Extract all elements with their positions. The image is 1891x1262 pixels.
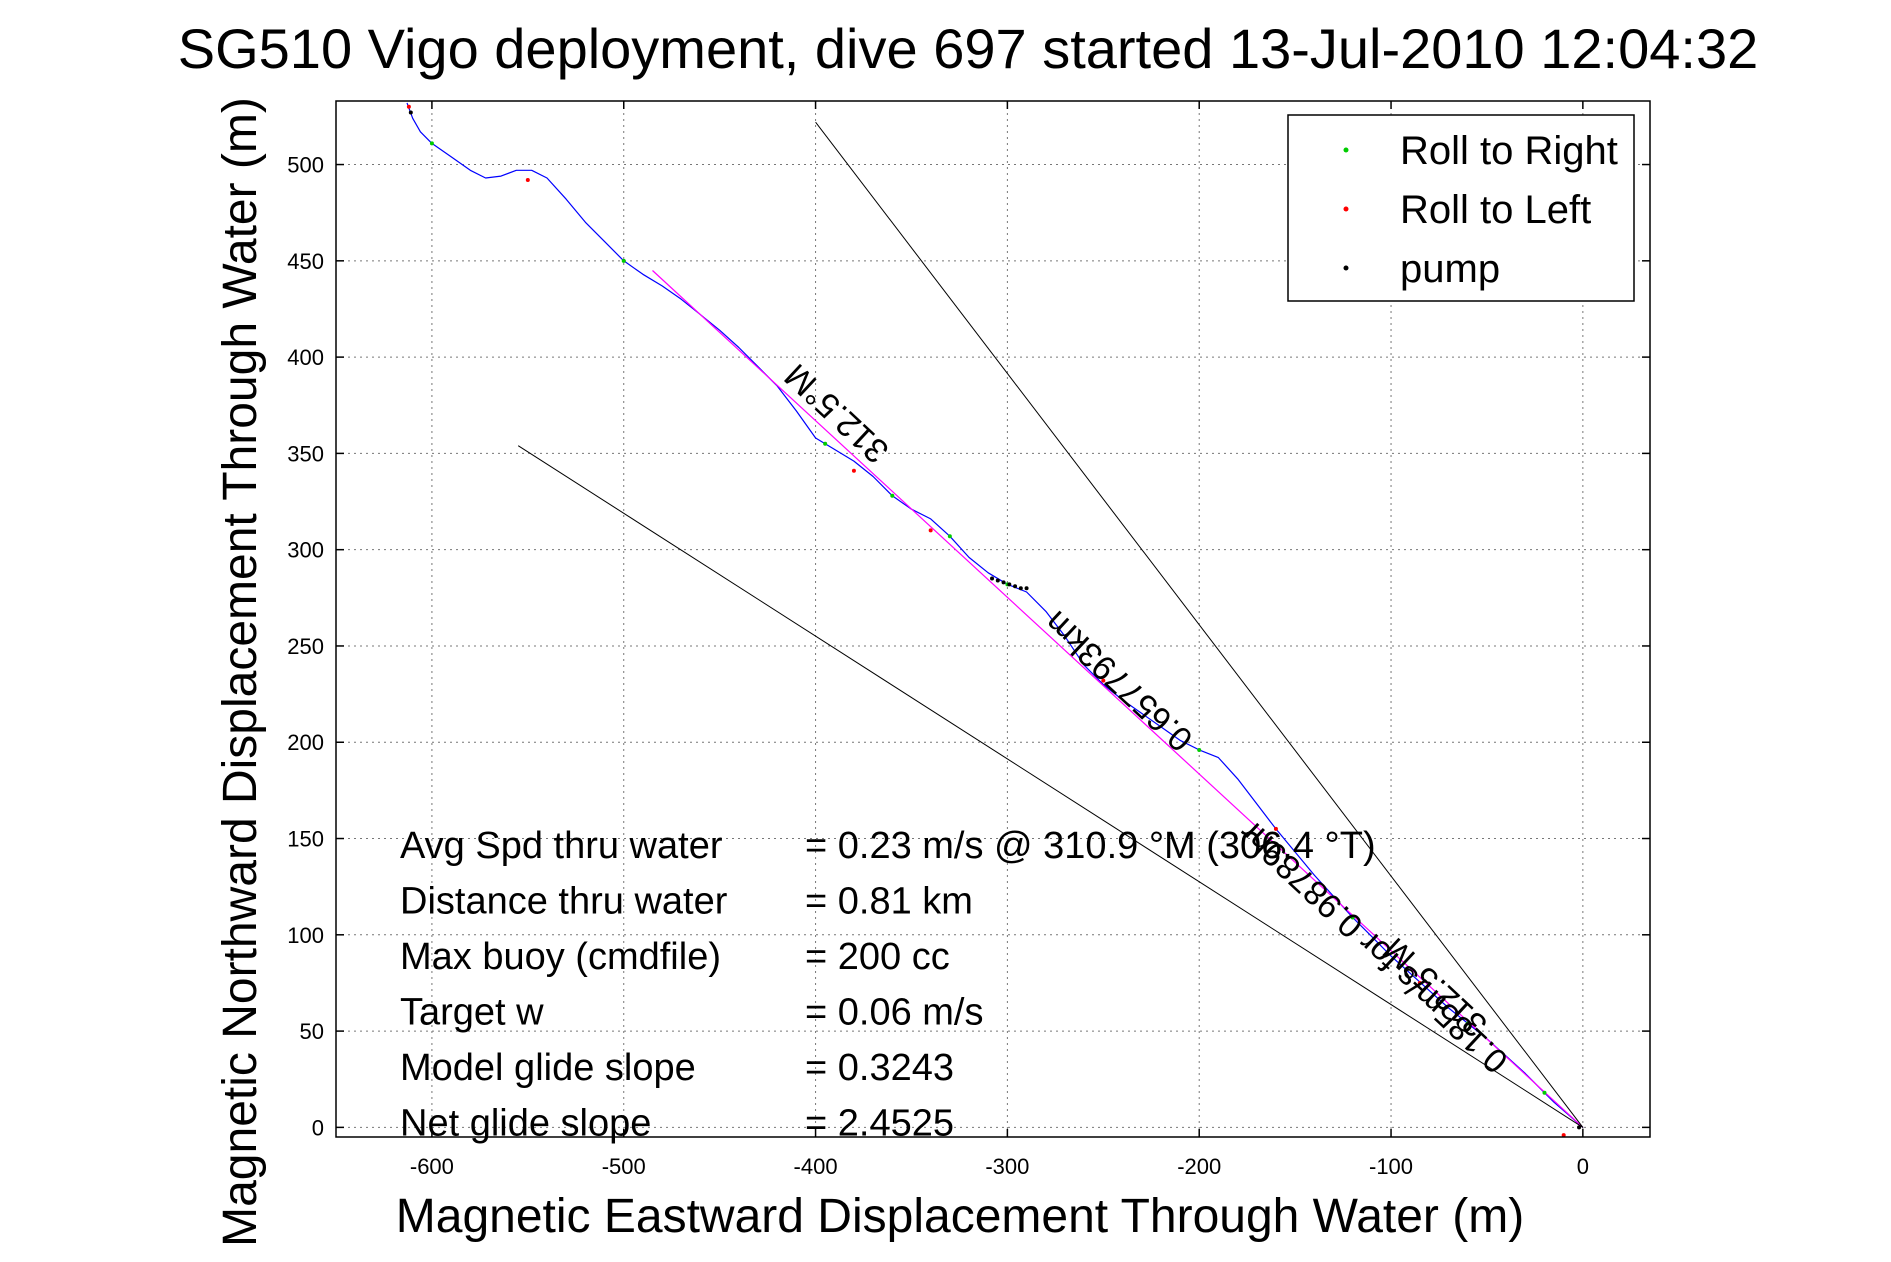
dive-statistics: Avg Spd thru water = 0.23 m/s @ 310.9 °M … — [400, 825, 1376, 1145]
axes-frame — [335, 100, 1651, 1138]
stat-value: = 0.06 m/s — [805, 992, 983, 1034]
stat-value: = 200 cc — [805, 936, 950, 978]
x-tick-label: -300 — [985, 1154, 1029, 1179]
y-tick-label: 150 — [287, 827, 324, 852]
x-tick-label: -200 — [1177, 1154, 1221, 1179]
roll-left-point — [1101, 678, 1106, 683]
roll-right-point — [621, 258, 626, 263]
roll-right-point — [890, 493, 895, 498]
y-tick-label: 50 — [300, 1019, 324, 1044]
roll-left-point — [406, 104, 411, 109]
x-tick-label: -100 — [1369, 1154, 1413, 1179]
pump-point — [1577, 1125, 1582, 1130]
pump-point — [995, 578, 1000, 583]
y-tick-label: 100 — [287, 923, 324, 948]
x-tick-label: 0 — [1577, 1154, 1589, 1179]
roll-left-point — [851, 468, 856, 473]
stat-value: = 0.23 m/s @ 310.9 °M (306.4 °T) — [805, 825, 1376, 867]
series-lines — [406, 102, 1584, 1128]
pump-point — [1001, 580, 1006, 585]
legend-marker — [1343, 147, 1349, 153]
y-tick-label: 500 — [287, 153, 324, 178]
stat-value: = 0.81 km — [805, 881, 973, 923]
x-tick-label: -600 — [410, 1154, 454, 1179]
stat-label: Model glide slope — [400, 1047, 696, 1089]
roll-left-point — [525, 177, 530, 182]
roll-right-point — [947, 534, 952, 539]
roll-left-point — [928, 528, 933, 533]
chart-title: SG510 Vigo deployment, dive 697 started … — [178, 17, 1759, 80]
legend-marker — [1343, 265, 1349, 271]
roll-right-point — [1350, 915, 1355, 920]
y-tick-label: 0 — [312, 1115, 324, 1140]
roll-right-point — [1542, 1090, 1547, 1095]
legend-entry: pump — [1400, 247, 1500, 291]
y-tick-label: 300 — [287, 538, 324, 563]
stat-label: Net glide slope — [400, 1103, 651, 1145]
y-tick-label: 200 — [287, 730, 324, 755]
legend-entry: Roll to Right — [1400, 129, 1618, 173]
roll-left-point — [1417, 980, 1422, 985]
pump-point — [1007, 582, 1012, 587]
y-axis-label: Magnetic Northward Displacement Through … — [214, 97, 267, 1247]
axis-ticks: -600 -500 -400 -300 -200 -100 0 0 50 100 150 200 250… — [287, 101, 1650, 1179]
stat-label: Avg Spd thru water — [400, 825, 723, 867]
pump-point — [408, 110, 413, 115]
pump-point — [1024, 586, 1029, 591]
series-line-2 — [815, 121, 1584, 1128]
pump-point — [1013, 584, 1018, 589]
y-tick-label: 350 — [287, 441, 324, 466]
x-tick-label: -400 — [794, 1154, 838, 1179]
legend-entry: Roll to Left — [1400, 188, 1591, 232]
roll-right-point — [1197, 747, 1202, 752]
roll-left-point — [1273, 826, 1278, 831]
roll-right-point — [1465, 1021, 1470, 1026]
pump-point — [1018, 586, 1023, 591]
roll-right-point — [429, 141, 434, 146]
stat-label: Distance thru water — [400, 881, 728, 923]
pump-point — [990, 576, 995, 581]
y-tick-label: 250 — [287, 634, 324, 659]
stat-value: = 0.3243 — [805, 1047, 954, 1089]
legend-marker — [1343, 206, 1349, 212]
stat-label: Max buoy (cmdfile) — [400, 936, 721, 978]
grid-lines — [336, 101, 1650, 1137]
roll-right-point — [823, 441, 828, 446]
legend: Roll to Right Roll to Left pump — [1287, 114, 1635, 302]
series-line-3 — [517, 445, 1584, 1128]
stat-value: = 2.4525 — [805, 1103, 954, 1145]
y-tick-label: 400 — [287, 345, 324, 370]
x-axis-label: Magnetic Eastward Displacement Through W… — [396, 1190, 1524, 1243]
series-line-0 — [406, 102, 1584, 1128]
y-tick-label: 450 — [287, 249, 324, 274]
series-line-1 — [652, 270, 1584, 1128]
stat-label: Target w — [400, 992, 544, 1034]
x-tick-label: -500 — [602, 1154, 646, 1179]
roll-left-point — [1561, 1133, 1566, 1138]
marker-points — [406, 104, 1582, 1138]
